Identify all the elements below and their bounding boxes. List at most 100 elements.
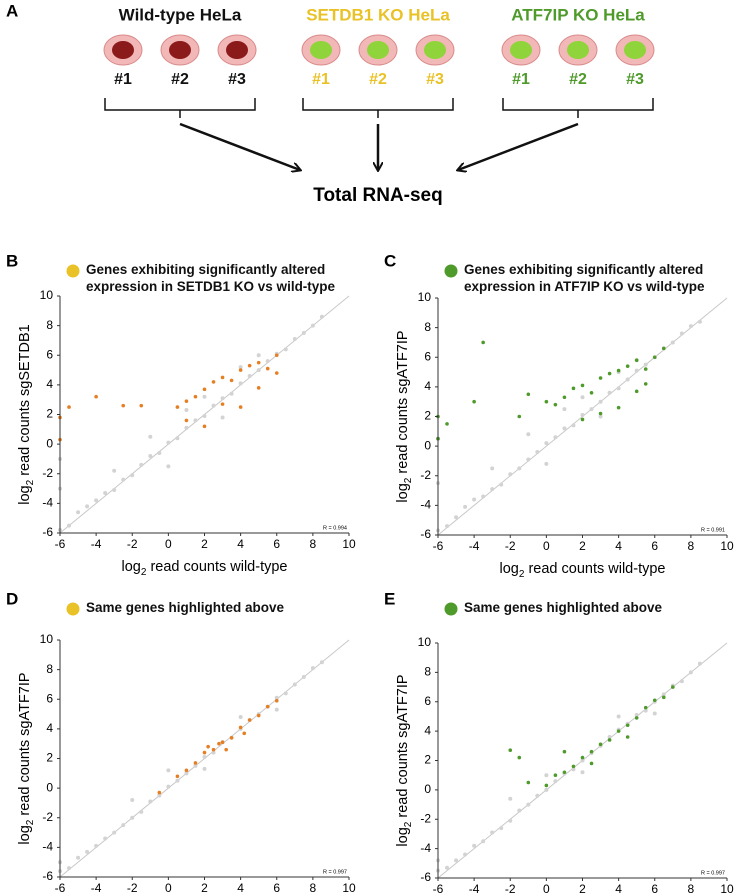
- gene-point: [526, 802, 531, 807]
- gene-point: [148, 799, 153, 804]
- highlight-point: [625, 364, 630, 368]
- r-annotation: R = 0.997: [323, 869, 347, 875]
- gene-point: [139, 462, 144, 467]
- highlight-point: [274, 353, 279, 358]
- x-tick-label: 0: [543, 539, 550, 553]
- gene-point: [94, 498, 99, 503]
- highlight-point: [157, 790, 162, 795]
- gene-point: [490, 487, 495, 492]
- gene-point: [112, 830, 117, 835]
- highlight-point: [598, 742, 603, 747]
- x-tick-label: 4: [615, 539, 622, 553]
- y-tick-label: -2: [420, 468, 431, 482]
- gene-point: [643, 362, 648, 367]
- highlight-point: [175, 774, 180, 779]
- y-tick-label: 6: [424, 349, 431, 363]
- highlight-point: [220, 402, 225, 406]
- highlight-point: [589, 761, 594, 766]
- x-tick-label: 2: [579, 882, 586, 896]
- panel-letter: D: [6, 589, 18, 608]
- highlight-point: [238, 368, 243, 372]
- y-tick-label: 4: [46, 721, 53, 735]
- y-axis-label-part: read counts sgATF7IP: [17, 672, 33, 819]
- y-axis-label: log2 read counts sgATF7IP: [395, 330, 414, 502]
- x-tick-label: 6: [651, 539, 658, 553]
- y-axis-label-part: 2: [403, 821, 414, 827]
- y-axis-label: log2 read counts sgSETDB1: [17, 324, 36, 504]
- gene-point: [238, 365, 243, 370]
- highlight-point: [229, 735, 234, 740]
- gene-point: [607, 390, 612, 395]
- gene-point: [625, 377, 630, 382]
- highlight-point: [580, 755, 585, 760]
- highlight-point: [634, 389, 639, 394]
- gene-point: [301, 675, 306, 680]
- highlight-point: [202, 387, 207, 392]
- gene-point: [112, 488, 117, 493]
- highlight-point: [94, 394, 98, 399]
- y-axis-label-part: log: [395, 827, 411, 846]
- legend-dot: [66, 264, 80, 278]
- arrow: [458, 122, 579, 170]
- gene-point: [76, 855, 81, 860]
- x-tick-label: -6: [55, 881, 66, 895]
- y-tick-label: 8: [46, 318, 53, 332]
- bracket: [502, 98, 654, 118]
- replicate-label: #2: [569, 71, 587, 88]
- highlight-point: [517, 414, 522, 419]
- y-tick-label: 4: [424, 723, 431, 737]
- y-tick-label: 2: [46, 407, 53, 421]
- gene-point: [535, 450, 540, 455]
- x-tick-label: -6: [433, 539, 444, 553]
- gene-point: [499, 482, 504, 487]
- x-tick-label: 2: [579, 539, 586, 553]
- y-axis-label-part: log: [17, 825, 33, 844]
- highlight-point: [184, 768, 189, 773]
- highlight-point: [544, 399, 549, 404]
- gene-point: [445, 524, 450, 529]
- y-tick-label: -6: [42, 869, 53, 883]
- gene-point: [544, 787, 549, 792]
- gene-point: [697, 319, 702, 324]
- gene-point: [688, 324, 693, 329]
- y-tick-label: 10: [40, 288, 54, 302]
- nucleus: [169, 41, 191, 59]
- gene-point: [580, 395, 585, 400]
- gene-point: [202, 755, 207, 760]
- gene-point: [175, 436, 180, 441]
- x-tick-label: -6: [55, 537, 66, 551]
- x-tick-label: -2: [127, 537, 138, 551]
- x-tick-label: 8: [688, 539, 695, 553]
- gene-point: [130, 797, 135, 802]
- gene-point: [67, 866, 72, 871]
- y-tick-label: -4: [420, 498, 431, 512]
- legend-label: Genes exhibiting significantly altered e…: [86, 262, 336, 294]
- gene-point: [670, 340, 675, 345]
- y-axis-label-part: 2: [25, 819, 36, 825]
- highlight-point: [562, 770, 567, 775]
- x-tick-label: 8: [310, 537, 317, 551]
- nucleus: [424, 41, 446, 59]
- gene-point: [598, 414, 603, 419]
- x-tick-label: -2: [127, 881, 138, 895]
- y-tick-label: -2: [42, 466, 53, 480]
- r-annotation: R = 0.994: [323, 525, 347, 531]
- gene-point: [490, 466, 495, 471]
- highlight-point: [139, 403, 144, 408]
- y-tick-label: 8: [424, 320, 431, 334]
- highlight-point: [184, 418, 189, 423]
- gene-point: [616, 714, 621, 719]
- highlight-point: [445, 422, 449, 426]
- gene-point: [67, 523, 72, 528]
- highlight-point: [206, 744, 210, 749]
- y-tick-label: 2: [424, 753, 431, 767]
- replicate-label: #3: [228, 71, 246, 88]
- highlight-point: [643, 382, 648, 386]
- gene-point: [148, 453, 153, 458]
- gene-point: [85, 849, 90, 854]
- panel-letter: A: [6, 1, 18, 20]
- x-tick-label: 10: [720, 882, 734, 896]
- gene-point: [238, 715, 243, 720]
- replicate-label: #1: [512, 71, 530, 88]
